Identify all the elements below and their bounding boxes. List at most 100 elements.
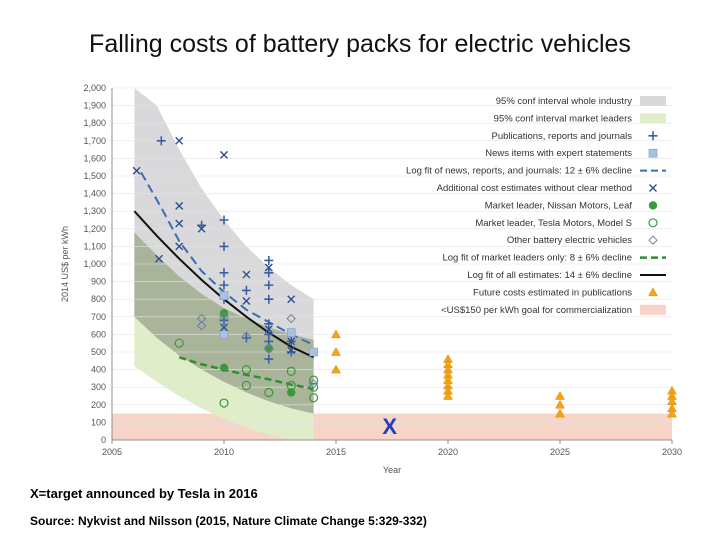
legend-swatch-band: [640, 113, 666, 124]
point-triangle: [331, 329, 341, 339]
y-tick-label: 1,200: [83, 224, 106, 234]
point-plus: [286, 347, 296, 357]
data-points: [132, 136, 677, 418]
point-plus: [264, 319, 274, 329]
point-plus: [219, 241, 229, 251]
point-plus: [241, 333, 251, 343]
point-plus: [156, 136, 166, 146]
point-circle: [309, 375, 319, 385]
legend-label: Future costs estimated in publications: [473, 287, 632, 298]
point-plus: [219, 280, 229, 290]
point-plus: [264, 354, 274, 364]
legend-label: Log fit of news, reports, and journals: …: [406, 166, 632, 177]
point-x: [175, 219, 184, 228]
point-x: [175, 242, 184, 251]
goal-band: [112, 413, 672, 440]
legend-label: News items with expert statements: [485, 148, 632, 159]
slide-title: Falling costs of battery packs for elect…: [89, 30, 631, 58]
point-dot: [264, 344, 273, 353]
y-tick-label: 700: [91, 312, 106, 322]
fit-line-market-leaders: [178, 356, 314, 391]
y-tick-label: 0: [101, 435, 106, 445]
legend-label: Market leader, Nissan Motors, Leaf: [485, 200, 633, 211]
y-tick-label: 1,700: [83, 136, 106, 146]
point-x: [155, 254, 164, 263]
point-diamond: [241, 331, 252, 341]
point-x: [242, 296, 251, 305]
point-x: [287, 337, 296, 346]
point-circle: [286, 366, 296, 376]
point-x: [220, 150, 228, 159]
legend-swatch-square: [648, 148, 658, 158]
x-tick-label: 2030: [662, 447, 682, 457]
legend-swatch-plus: [648, 131, 658, 141]
y-tick-label: 400: [91, 365, 106, 375]
legend-label: 95% conf interval market leaders: [494, 113, 633, 124]
legend-label: Additional cost estimates without clear …: [437, 183, 632, 194]
legend-label: 95% conf interval whole industry: [496, 96, 632, 107]
y-tick-label: 300: [91, 382, 106, 392]
point-x: [175, 201, 184, 210]
point-diamond: [196, 320, 207, 331]
annotations: X: [382, 414, 397, 439]
point-square: [309, 347, 318, 357]
legend-label: Log fit of all estimates: 14 ± 6% declin…: [467, 270, 632, 281]
point-triangle: [555, 399, 565, 409]
point-diamond: [219, 312, 229, 322]
point-triangle: [443, 390, 453, 400]
point-square: [219, 330, 229, 339]
legend-label: Publications, reports and journals: [492, 131, 633, 142]
axes: 0 100 200 300 400 500 600 700 800 900 1,000 1,100 1,…: [60, 83, 682, 475]
point-x: [264, 325, 273, 334]
point-x: [197, 224, 206, 233]
y-tick-label: 1,300: [83, 206, 106, 216]
point-plus: [264, 280, 274, 290]
y-tick-label: 1,000: [83, 259, 106, 269]
y-axis-label: 2014 US$ per kWh: [60, 226, 70, 302]
point-triangle: [331, 364, 341, 374]
point-x: [132, 166, 141, 175]
point-circle: [219, 398, 229, 408]
y-tick-label: 800: [91, 294, 106, 304]
point-triangle: [555, 408, 565, 418]
y-tick-label: 600: [91, 329, 106, 339]
point-circle: [264, 387, 274, 398]
point-dot: [219, 363, 229, 373]
y-tick-label: 200: [91, 400, 106, 410]
point-triangle: [555, 390, 565, 400]
legend-swatch-x: [649, 184, 657, 192]
point-circle: [241, 380, 251, 391]
legend-label: Market leader, Tesla Motors, Model S: [475, 218, 632, 229]
point-triangle: [331, 346, 341, 356]
y-tick-label: 1,600: [83, 153, 106, 163]
y-tick-label: 1,400: [83, 189, 106, 199]
point-diamond: [308, 378, 319, 389]
point-x: [264, 263, 273, 272]
tesla-target-marker: X: [382, 414, 397, 439]
y-tick-label: 500: [91, 347, 106, 357]
point-triangle: [667, 408, 677, 418]
point-diamond: [196, 313, 207, 324]
legend-label: <US$150 per kWh goal for commercializati…: [441, 305, 632, 316]
point-x: [175, 136, 184, 145]
point-plus: [264, 255, 274, 265]
y-tick-label: 1,900: [83, 101, 106, 111]
point-plus: [264, 294, 274, 304]
point-circle: [174, 338, 184, 348]
x-tick-label: 2020: [438, 447, 458, 457]
point-circle: [309, 382, 319, 392]
point-x: [287, 295, 296, 304]
y-tick-label: 1,800: [83, 118, 106, 128]
legend-swatch-dot: [648, 201, 658, 210]
legend-label: Log fit of market leaders only: 8 ± 6% d…: [442, 253, 632, 264]
x-tick-label: 2025: [550, 447, 570, 457]
y-tick-label: 900: [91, 277, 106, 287]
point-plus: [241, 285, 251, 295]
point-plus: [219, 215, 229, 225]
y-tick-label: 100: [91, 417, 106, 427]
point-square: [286, 328, 296, 337]
legend-swatch-band: [640, 304, 666, 315]
point-dot: [287, 388, 296, 397]
y-tick-label: 1,500: [83, 171, 106, 181]
